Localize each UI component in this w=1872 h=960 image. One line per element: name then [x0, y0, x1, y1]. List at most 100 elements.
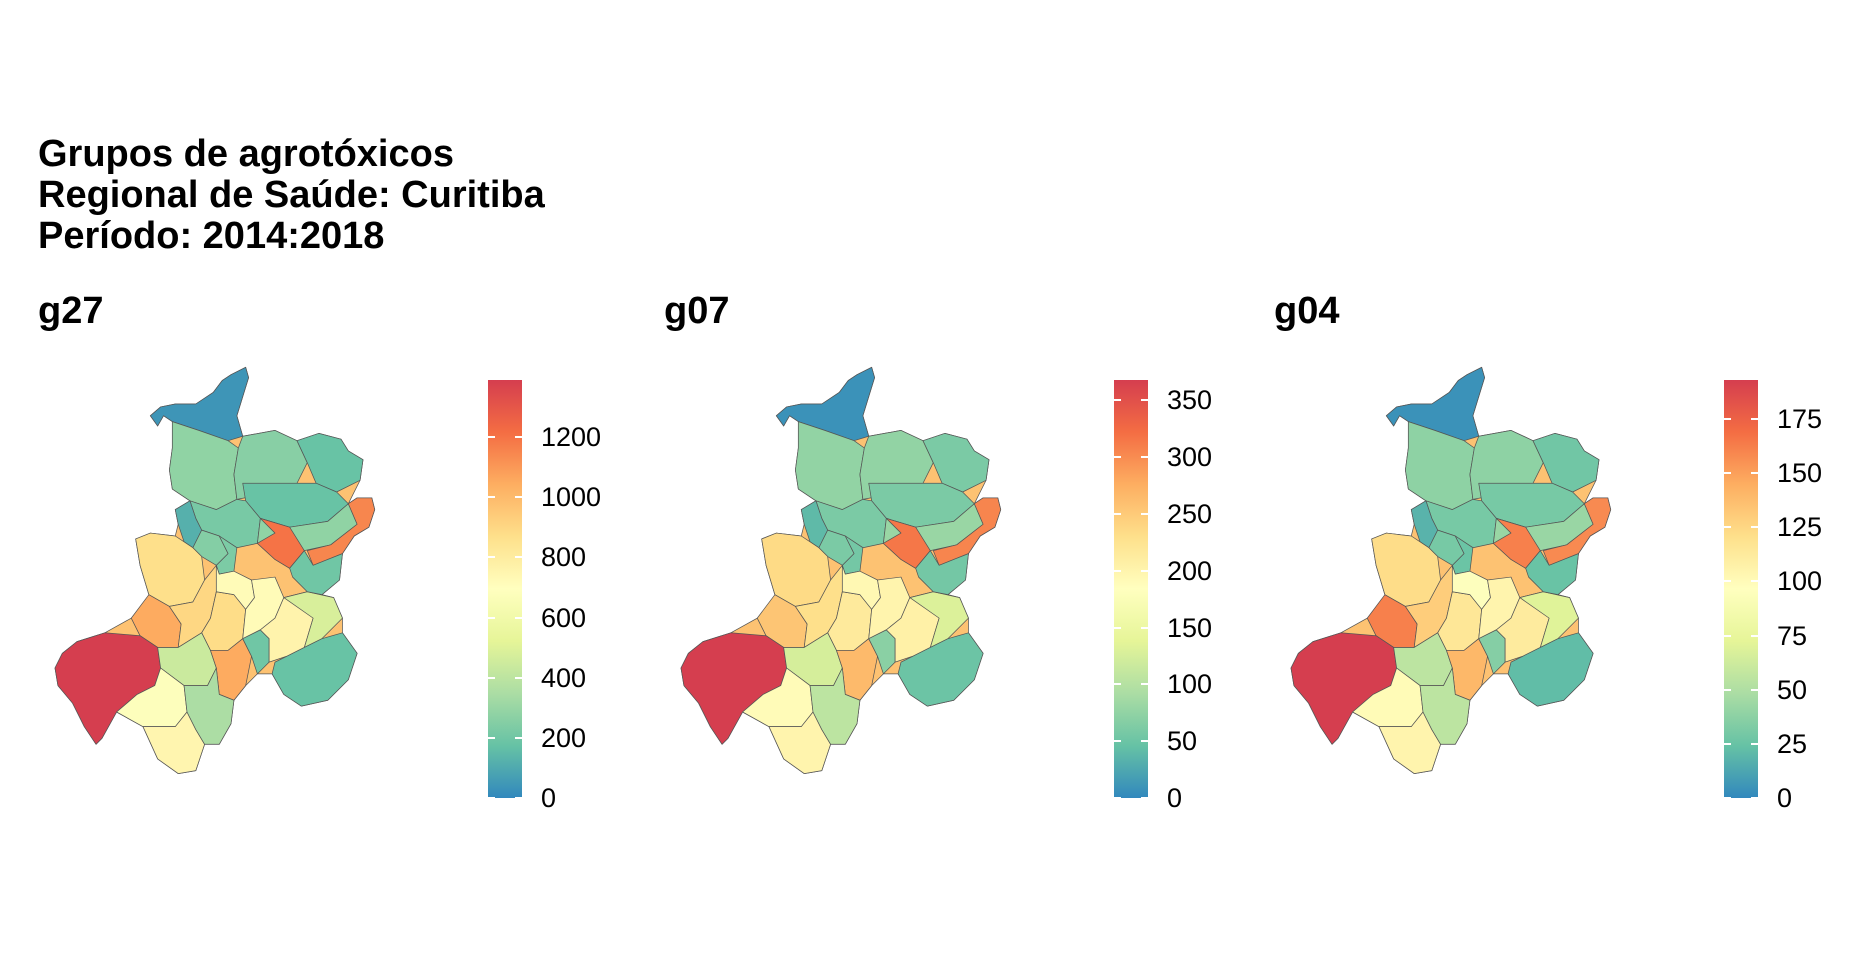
legend-tick-right: [1751, 526, 1758, 529]
legend-tick-label: 100: [1777, 566, 1823, 597]
legend-tick-left: [1114, 740, 1121, 743]
municipality-r26: [883, 518, 931, 569]
municipality-r24: [1419, 667, 1471, 745]
legend-tick-right: [1751, 472, 1758, 475]
title-line-1: Grupos de agrotóxicos: [38, 133, 454, 175]
municipality-r29: [1507, 632, 1594, 707]
map-panel-g04: g04 0 25 50 75 100 125 150 175: [1274, 290, 1872, 830]
legend-tick-left: [488, 676, 495, 679]
legend-tick-left: [488, 556, 495, 559]
municipality-r03: [1469, 430, 1544, 500]
legend-tick-label: 1200: [541, 422, 602, 453]
legend-tick-label: 800: [541, 542, 587, 573]
title-line-2: Regional de Saúde: Curitiba: [38, 174, 545, 216]
legend-tick-right: [515, 736, 522, 739]
legend-tick-label: 50: [1167, 726, 1198, 757]
legend-tick-left: [1724, 580, 1731, 583]
legend-tick-left: [1724, 417, 1731, 420]
legend-tick-left: [1724, 526, 1731, 529]
legend-tick-left: [1724, 742, 1731, 745]
legend-tick-right: [1141, 513, 1148, 516]
legend-tick-label: 200: [1167, 555, 1213, 586]
municipality-r29: [271, 632, 358, 707]
legend-tick-left: [1724, 634, 1731, 637]
municipality-r28: [1525, 550, 1579, 596]
legend-tick-right: [1751, 688, 1758, 691]
municipality-r11: [1371, 532, 1441, 607]
legend-tick-left: [1114, 569, 1121, 572]
legend-tick-label: 0: [1167, 783, 1183, 813]
legend-tick-right: [515, 797, 522, 799]
legend-tick-right: [515, 616, 522, 619]
figure-title: Grupos de agrotóxicos Regional de Saúde:…: [38, 134, 545, 257]
legend-tick-right: [1141, 683, 1148, 686]
municipality-r04: [296, 432, 364, 493]
legend-tick-right: [515, 676, 522, 679]
legend-tick-right: [515, 436, 522, 439]
legend-tick-label: 0: [1777, 783, 1793, 813]
legend-tick-right: [1141, 626, 1148, 629]
legend-tick-left: [1724, 688, 1731, 691]
legend-tick-right: [1141, 740, 1148, 743]
colorbar: [488, 380, 522, 798]
legend-tick-label: 200: [541, 722, 587, 753]
legend-tick-right: [1751, 634, 1758, 637]
municipality-r04: [922, 432, 990, 493]
legend-tick-right: [515, 556, 522, 559]
choropleth-map: [1290, 366, 1612, 774]
municipality-r01: [775, 366, 875, 442]
choropleth-map: [680, 366, 1002, 774]
legend-tick-right: [1141, 569, 1148, 572]
municipality-r24: [183, 667, 235, 745]
legend-tick-right: [515, 496, 522, 499]
legend-tick-left: [488, 436, 495, 439]
legend-tick-left: [1114, 513, 1121, 516]
legend-tick-label: 350: [1167, 385, 1213, 416]
choropleth-map: [54, 366, 376, 774]
legend-tick-label: 150: [1777, 458, 1823, 489]
legend-tick-label: 25: [1777, 728, 1808, 759]
legend-tick-label: 150: [1167, 612, 1213, 643]
colorbar: [1114, 380, 1148, 798]
legend-tick-label: 100: [1167, 669, 1213, 700]
legend-tick-label: 50: [1777, 674, 1808, 705]
legend-tick-right: [1141, 456, 1148, 459]
legend-tick-label: 0: [541, 783, 557, 813]
municipality-r24: [809, 667, 861, 745]
legend-tick-label: 600: [541, 602, 587, 633]
title-line-3: Período: 2014:2018: [38, 215, 385, 257]
legend-tick-label: 125: [1777, 512, 1823, 543]
legend-tick-label: 250: [1167, 499, 1213, 530]
legend-tick-left: [1724, 797, 1731, 799]
panel-title: g27: [38, 290, 104, 332]
legend-tick-left: [1114, 683, 1121, 686]
legend-tick-left: [488, 797, 495, 799]
legend-tick-left: [1114, 456, 1121, 459]
legend-tick-left: [1724, 472, 1731, 475]
municipality-r03: [233, 430, 308, 500]
legend-tick-left: [488, 736, 495, 739]
legend-tick-left: [1114, 626, 1121, 629]
legend-tick-label: 175: [1777, 403, 1823, 434]
map-panel-g07: g07 0 50 100 150 200 250 300 350: [664, 290, 1264, 830]
panel-title: g04: [1274, 290, 1340, 332]
municipality-r01: [149, 366, 249, 442]
legend-tick-label: 1000: [541, 482, 602, 513]
legend-tick-right: [1751, 417, 1758, 420]
municipality-r26: [1493, 518, 1541, 569]
municipality-r01: [1385, 366, 1485, 442]
municipality-r29: [897, 632, 984, 707]
legend-tick-left: [1114, 797, 1121, 799]
legend-tick-left: [488, 616, 495, 619]
legend-tick-right: [1141, 399, 1148, 402]
legend-tick-right: [1141, 797, 1148, 799]
municipality-r28: [289, 550, 343, 596]
legend-tick-label: 300: [1167, 442, 1213, 473]
legend-tick-label: 75: [1777, 620, 1808, 651]
municipality-r03: [859, 430, 934, 500]
legend-tick-right: [1751, 580, 1758, 583]
municipality-r11: [135, 532, 205, 607]
municipality-r11: [761, 532, 831, 607]
municipality-r04: [1532, 432, 1600, 493]
panel-title: g07: [664, 290, 730, 332]
